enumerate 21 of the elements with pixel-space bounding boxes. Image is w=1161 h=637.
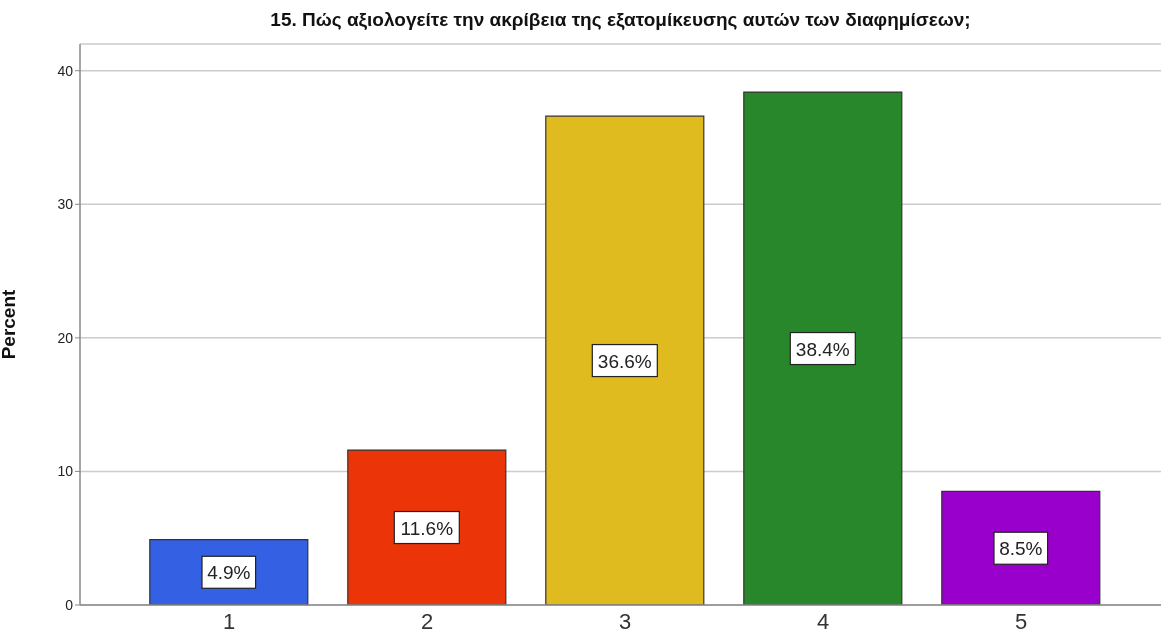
- y-tick-label: 40: [57, 62, 74, 79]
- chart-title: 15. Πώς αξιολογείτε την ακρίβεια της εξατομίκευσης αυτών των διαφημίσεων;: [269, 8, 972, 32]
- bar: [941, 490, 1101, 605]
- y-axis-title: Percent: [0, 288, 19, 360]
- data-label: 8.5%: [999, 537, 1043, 559]
- x-tick-label: 5: [1014, 608, 1028, 634]
- x-tick-label: 3: [618, 608, 632, 634]
- data-label: 11.6%: [400, 517, 454, 539]
- x-tick-label: 4: [816, 608, 830, 634]
- x-tick-label: 1: [222, 608, 236, 634]
- data-label: 38.4%: [795, 338, 850, 360]
- data-label: 4.9%: [207, 561, 251, 583]
- bar: [347, 449, 507, 605]
- bar: [743, 91, 903, 605]
- bar: [545, 115, 705, 605]
- y-tick-label: 0: [65, 596, 74, 613]
- x-tick-label: 2: [420, 608, 434, 634]
- y-tick-label: 20: [57, 329, 74, 346]
- y-tick-label: 30: [57, 196, 74, 213]
- y-tick-label: 10: [57, 463, 74, 480]
- data-label: 36.6%: [597, 350, 652, 372]
